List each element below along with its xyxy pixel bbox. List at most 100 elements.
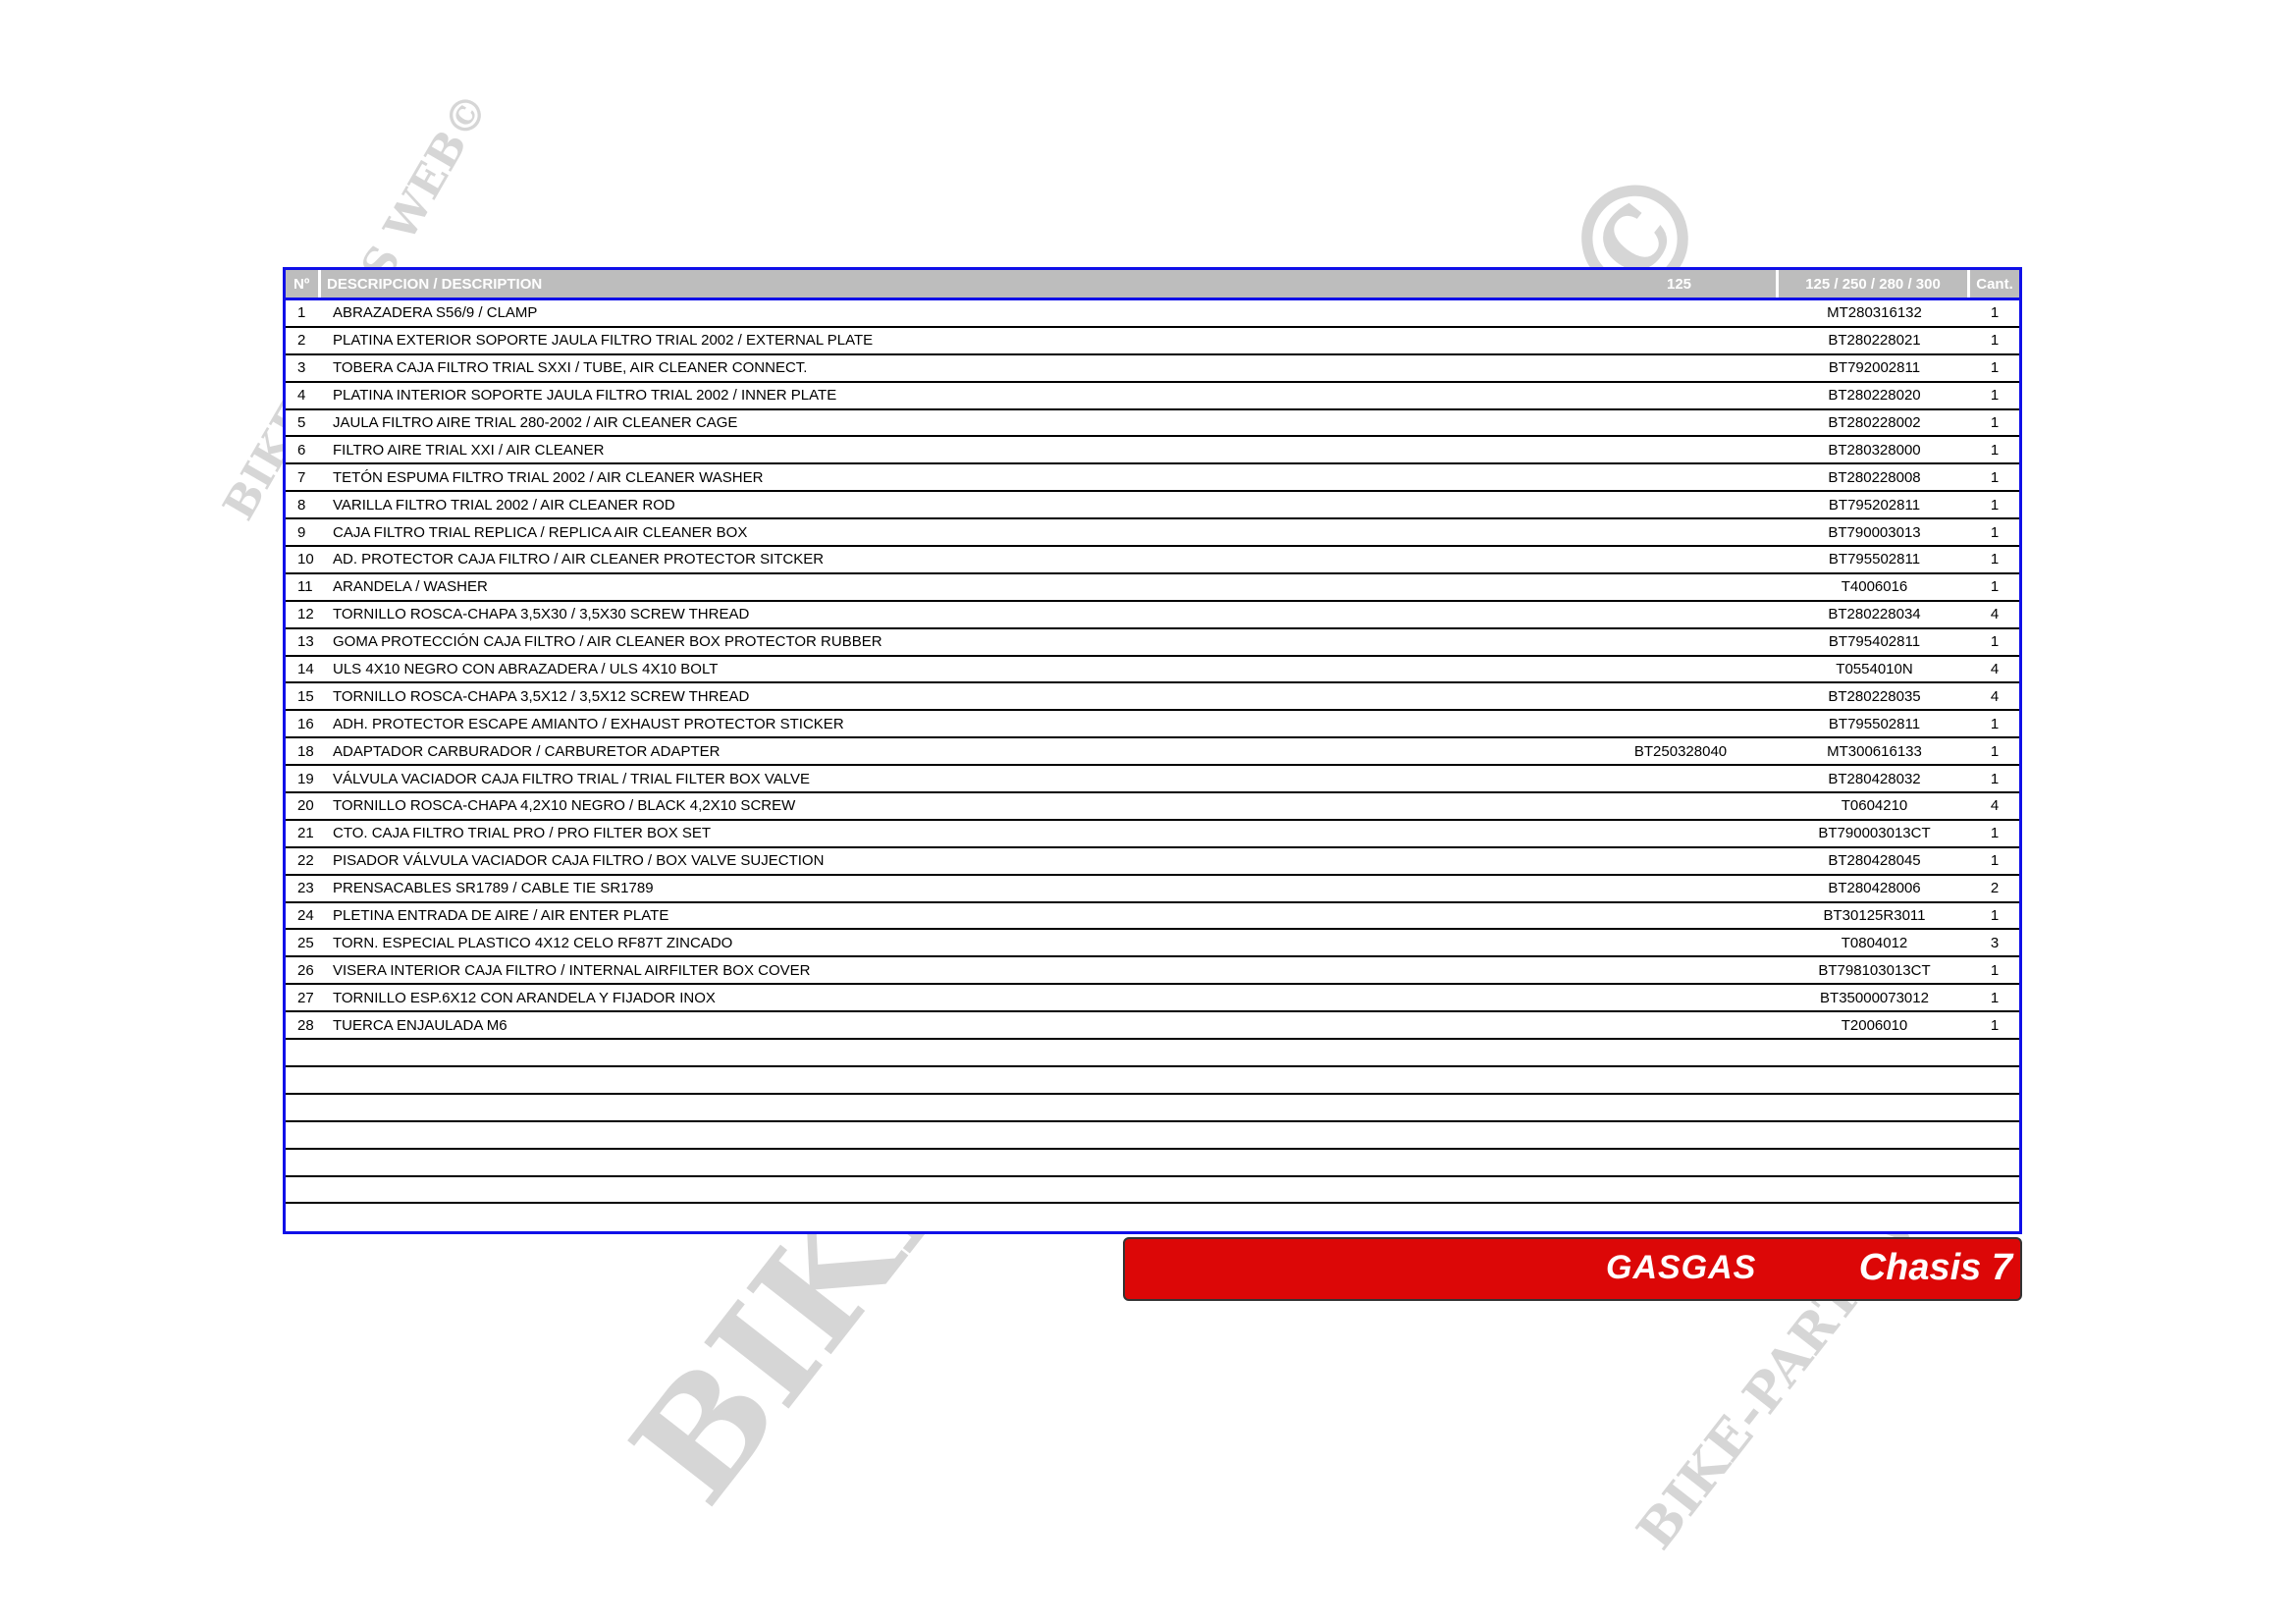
row-ref-all: MT280316132 <box>1827 304 1922 322</box>
row-number: 23 <box>297 880 314 897</box>
row-description: CAJA FILTRO TRIAL REPLICA / REPLICA AIR … <box>333 523 748 541</box>
table-row: 19 VÁLVULA VACIADOR CAJA FILTRO TRIAL / T… <box>286 766 2019 794</box>
parts-table: Nº DESCRIPCION / DESCRIPTION 125 125 / 2… <box>283 267 2022 1235</box>
row-description: TORNILLO ROSCA-CHAPA 4,2X10 NEGRO / BLAC… <box>333 797 796 815</box>
row-description: VÁLVULA VACIADOR CAJA FILTRO TRIAL / TRI… <box>333 770 810 787</box>
section-title: Chasis 7 <box>1858 1247 2012 1288</box>
table-row: 28 TUERCA ENJAULADA M6 T2006010 1 <box>286 1012 2019 1041</box>
row-number: 4 <box>297 387 306 405</box>
table-row <box>286 1150 2019 1177</box>
header-quantity: Cant. <box>1976 275 2013 293</box>
row-quantity: 1 <box>1990 468 2000 486</box>
row-number: 11 <box>297 578 313 596</box>
row-quantity: 2 <box>1990 880 2000 897</box>
row-number: 20 <box>297 797 314 815</box>
row-quantity: 1 <box>1990 387 2000 405</box>
table-row: 23 PRENSACABLES SR1789 / CABLE TIE SR1789… <box>286 876 2019 903</box>
row-quantity: 1 <box>1990 551 2000 568</box>
row-description: ABRAZADERA S56/9 / CLAMP <box>333 304 538 322</box>
table-row: 14 ULS 4X10 NEGRO CON ABRAZADERA / ULS 4X… <box>286 657 2019 684</box>
row-ref-all: BT280228035 <box>1828 687 1921 705</box>
row-description: PRENSACABLES SR1789 / CABLE TIE SR1789 <box>333 880 654 897</box>
row-number: 10 <box>297 551 314 568</box>
row-quantity: 1 <box>1990 907 2000 925</box>
row-quantity: 4 <box>1990 606 2000 623</box>
row-description: TUERCA ENJAULADA M6 <box>333 1016 507 1034</box>
table-row: 20 TORNILLO ROSCA-CHAPA 4,2X10 NEGRO / BL… <box>286 793 2019 821</box>
table-row: 6 FILTRO AIRE TRIAL XXI / AIR CLEANER BT28… <box>286 437 2019 465</box>
row-ref-all: BT280228034 <box>1828 606 1921 623</box>
row-quantity: 4 <box>1990 661 2000 678</box>
row-number: 26 <box>297 961 314 979</box>
table-row: 25 TORN. ESPECIAL PLASTICO 4X12 CELO RF87… <box>286 930 2019 958</box>
table-header: Nº DESCRIPCION / DESCRIPTION 125 125 / 2… <box>286 270 2019 300</box>
header-description: DESCRIPCION / DESCRIPTION <box>327 275 543 293</box>
row-quantity: 1 <box>1990 633 2000 651</box>
row-quantity: 1 <box>1990 742 2000 760</box>
table-row: 22 PISADOR VÁLVULA VACIADOR CAJA FILTRO /… <box>286 848 2019 876</box>
row-ref-all: BT798103013CT <box>1818 961 1931 979</box>
row-description: TORNILLO ROSCA-CHAPA 3,5X30 / 3,5X30 SCR… <box>333 606 750 623</box>
row-ref-all: BT30125R3011 <box>1823 907 1926 925</box>
row-description: ARANDELA / WASHER <box>333 578 488 596</box>
row-description: PISADOR VÁLVULA VACIADOR CAJA FILTRO / B… <box>333 852 825 870</box>
row-number: 24 <box>297 907 314 925</box>
row-number: 8 <box>297 496 306 514</box>
row-description: ADAPTADOR CARBURADOR / CARBURETOR ADAPTE… <box>333 742 721 760</box>
table-row: 12 TORNILLO ROSCA-CHAPA 3,5X30 / 3,5X30 S… <box>286 602 2019 629</box>
row-number: 25 <box>297 934 314 951</box>
row-description: PLATINA INTERIOR SOPORTE JAULA FILTRO TR… <box>333 387 837 405</box>
row-number: 1 <box>297 304 306 322</box>
row-quantity: 1 <box>1990 852 2000 870</box>
row-number: 27 <box>297 989 314 1006</box>
row-number: 28 <box>297 1016 314 1034</box>
row-quantity: 1 <box>1990 304 2000 322</box>
table-row: 27 TORNILLO ESP.6X12 CON ARANDELA Y FIJAD… <box>286 985 2019 1013</box>
row-ref-125: BT250328040 <box>1633 742 1728 760</box>
row-ref-all: BT280428006 <box>1828 880 1921 897</box>
row-quantity: 1 <box>1990 961 2000 979</box>
row-ref-all: T0804012 <box>1841 934 1908 951</box>
row-number: 7 <box>297 468 306 486</box>
row-number: 9 <box>297 523 306 541</box>
row-number: 16 <box>297 715 314 732</box>
table-row: 1 ABRAZADERA S56/9 / CLAMP MT280316132 1 <box>286 300 2019 328</box>
row-number: 2 <box>297 332 306 350</box>
row-ref-all: BT280228002 <box>1828 414 1921 431</box>
row-number: 3 <box>297 359 306 377</box>
row-description: GOMA PROTECCIÓN CAJA FILTRO / AIR CLEANE… <box>333 633 882 651</box>
table-row: 21 CTO. CAJA FILTRO TRIAL PRO / PRO FILTE… <box>286 821 2019 848</box>
brand-logo: GASGAS <box>1606 1249 1757 1286</box>
header-number: Nº <box>286 270 321 298</box>
row-description: TORNILLO ESP.6X12 CON ARANDELA Y FIJADOR… <box>333 989 716 1006</box>
row-number: 14 <box>297 661 314 678</box>
row-description: ADH. PROTECTOR ESCAPE AMIANTO / EXHAUST … <box>333 715 844 732</box>
row-quantity: 1 <box>1990 414 2000 431</box>
row-quantity: 1 <box>1990 523 2000 541</box>
row-quantity: 4 <box>1990 797 2000 815</box>
table-row: 13 GOMA PROTECCIÓN CAJA FILTRO / AIR CLEA… <box>286 629 2019 657</box>
row-description: JAULA FILTRO AIRE TRIAL 280-2002 / AIR C… <box>333 414 738 431</box>
table-row: 8 VARILLA FILTRO TRIAL 2002 / AIR CLEANER… <box>286 492 2019 520</box>
row-quantity: 1 <box>1990 441 2000 459</box>
row-quantity: 1 <box>1990 825 2000 842</box>
row-description: VARILLA FILTRO TRIAL 2002 / AIR CLEANER … <box>333 496 675 514</box>
row-description: TOBERA CAJA FILTRO TRIAL SXXI / TUBE, AI… <box>333 359 808 377</box>
table-row <box>286 1204 2019 1231</box>
row-ref-all: T0554010N <box>1836 661 1913 678</box>
row-quantity: 4 <box>1990 687 2000 705</box>
table-row: 24 PLETINA ENTRADA DE AIRE / AIR ENTER PL… <box>286 903 2019 931</box>
row-quantity: 1 <box>1990 770 2000 787</box>
table-row <box>286 1067 2019 1095</box>
row-quantity: 1 <box>1990 1016 2000 1034</box>
row-description: TORNILLO ROSCA-CHAPA 3,5X12 / 3,5X12 SCR… <box>333 687 750 705</box>
row-description: PLATINA EXTERIOR SOPORTE JAULA FILTRO TR… <box>333 332 874 350</box>
table-row: 4 PLATINA INTERIOR SOPORTE JAULA FILTRO T… <box>286 383 2019 410</box>
row-number: 18 <box>297 742 314 760</box>
row-ref-all: BT792002811 <box>1828 359 1921 377</box>
table-row: 26 VISERA INTERIOR CAJA FILTRO / INTERNAL… <box>286 957 2019 986</box>
row-number: 13 <box>297 633 314 651</box>
table-row: 3 TOBERA CAJA FILTRO TRIAL SXXI / TUBE, A… <box>286 355 2019 383</box>
row-ref-all: BT795502811 <box>1828 551 1921 568</box>
row-number: 15 <box>297 687 314 705</box>
